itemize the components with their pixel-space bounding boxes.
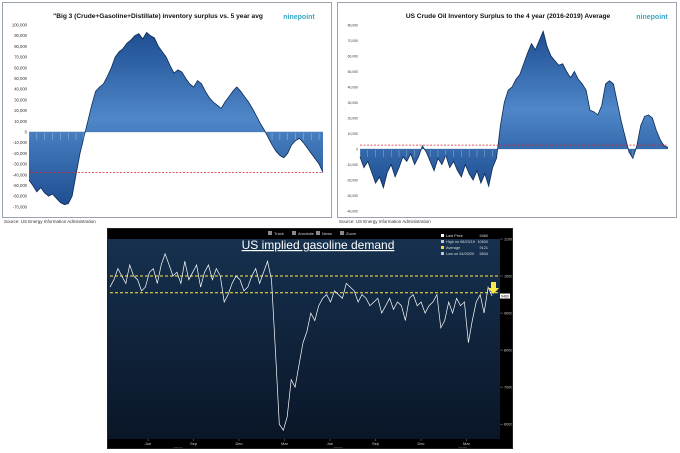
down-arrow-icon (488, 282, 499, 295)
y-tick-label: -40,000 (347, 210, 359, 214)
y-tick-label: 30,000 (348, 101, 358, 105)
y-tick-label: 11000 (504, 238, 512, 242)
y-tick-label: 70,000 (348, 39, 358, 43)
legend: Last Price 9460 High on 08/23/19 10600 Avera… (441, 234, 488, 256)
source-note: Source: US Energy Information Administra… (339, 219, 431, 224)
y-tick-label: 10,000 (348, 132, 358, 136)
surplus-area (360, 31, 668, 188)
y-tick-label: 10,000 (14, 119, 27, 124)
y-tick-label: 60,000 (14, 65, 27, 70)
gasoline-demand-chart: Track Annotate News Zoom US implied gasolin… (108, 231, 515, 451)
legend-value: 10600 (477, 240, 488, 244)
chart-panel-gasoline-demand: Track Annotate News Zoom US implied gasolin… (107, 228, 515, 451)
legend-label: Low on 04/03/20 (446, 252, 474, 256)
surplus-series-line (28, 31, 324, 206)
toolbar-track-button: Track (274, 231, 284, 236)
y-tick-label: 0 (356, 148, 358, 152)
y-tick-label: 50,000 (348, 70, 358, 74)
y-tick-label: -40,000 (13, 172, 28, 177)
chart-panel-big3-surplus: "Big 3 (Crude+Gasoline+Distillate) inven… (2, 2, 332, 218)
y-tick-label: 50,000 (14, 76, 27, 81)
legend-swatch (441, 252, 444, 255)
legend-swatch (441, 246, 444, 249)
y-tick-label: 40,000 (348, 86, 358, 90)
x-year-label: 2021 (459, 446, 469, 448)
y-tick-label: -70,000 (13, 204, 28, 209)
y-tick-label: 70,000 (14, 55, 27, 60)
x-tick-label: Mar (463, 441, 471, 446)
y-tick-label: -30,000 (347, 194, 359, 198)
y-tick-label: 80,000 (14, 44, 27, 49)
x-tick-label: Dec (235, 441, 242, 446)
legend-value: 9460 (480, 234, 488, 238)
legend-swatch (441, 240, 444, 243)
source-note: Source: US Energy Information Administra… (4, 219, 96, 224)
surplus-series-line (359, 29, 669, 190)
chart-title: US Crude Oil Inventory Surplus to the 4 … (406, 13, 611, 20)
legend-value: 9121 (480, 246, 488, 250)
y-tick-label: -30,000 (13, 162, 28, 167)
x-tick-label: Sep (190, 441, 198, 446)
chart-plot-area: 100,000 90,000 80,000 70,000 60,000 50,000 40,… (12, 23, 324, 209)
toolbar-icon (316, 231, 320, 235)
toolbar-icon (292, 231, 296, 235)
x-tick-label: Dec (417, 441, 424, 446)
gasoline-demand-line (109, 252, 493, 432)
y-tick-label: 0 (25, 129, 28, 134)
toolbar-annotate-button: Annotate (298, 231, 315, 236)
y-tick-label: 30,000 (14, 97, 27, 102)
chart-plot-area: 80,000 70,000 60,000 50,000 40,000 30,000 20,0… (347, 24, 669, 214)
x-year-label: 2020 (334, 446, 344, 448)
legend-label: Last Price (446, 234, 463, 238)
y-tick-label: 6000 (504, 423, 512, 427)
y-tick-label: -60,000 (13, 194, 28, 199)
y-tick-label: 10000 (504, 275, 512, 279)
y-tick-label: -10,000 (13, 140, 28, 145)
y-tick-label: 9000 (504, 312, 512, 316)
chart-toolbar[interactable]: Track Annotate News Zoom (268, 231, 357, 236)
y-tick-label: 20,000 (348, 117, 358, 121)
crude-surplus-chart: US Crude Oil Inventory Surplus to the 4 … (347, 13, 669, 214)
y-tick-label: 7000 (504, 386, 512, 390)
x-tick-label: Mar (281, 441, 289, 446)
legend-swatch (441, 234, 444, 237)
toolbar-icon (340, 231, 344, 235)
y-tick-label: 40,000 (14, 87, 27, 92)
last-price-tag-bg (500, 293, 510, 299)
y-tick-label: 8000 (504, 349, 512, 353)
x-tick-label: Sep (372, 441, 380, 446)
y-tick-label: -20,000 (13, 151, 28, 156)
legend-value: 5834 (480, 252, 488, 256)
toolbar-icon (268, 231, 272, 235)
y-tick-label: 90,000 (14, 33, 27, 38)
y-tick-label: -50,000 (13, 183, 28, 188)
x-year-label: 2019 (174, 446, 184, 448)
y-tick-label: -20,000 (347, 179, 359, 183)
toolbar-zoom-button: Zoom (346, 231, 357, 236)
x-tick-label: Jun (327, 441, 333, 446)
y-tick-label: 20,000 (14, 108, 27, 113)
surplus-area (29, 32, 323, 205)
ninepoint-logo: ninepoint (636, 14, 668, 21)
legend-label: High on 08/23/19 (446, 240, 475, 244)
big3-surplus-chart: "Big 3 (Crude+Gasoline+Distillate) inven… (12, 13, 324, 209)
y-tick-label: 100,000 (12, 23, 28, 28)
y-tick-label: 80,000 (348, 24, 358, 28)
x-tick-label: Jun (145, 441, 151, 446)
toolbar-news-button: News (322, 231, 332, 236)
chart-title: "Big 3 (Crude+Gasoline+Distillate) inven… (53, 13, 263, 20)
y-tick-label: -10,000 (347, 163, 359, 167)
legend-label: Average (446, 246, 460, 250)
chart-panel-crude-surplus: US Crude Oil Inventory Surplus to the 4 … (337, 2, 677, 218)
y-tick-label: 60,000 (348, 55, 358, 59)
chart-title: US implied gasoline demand (242, 238, 395, 252)
last-price-tag: 9460 (501, 295, 509, 299)
ninepoint-logo: ninepoint (283, 14, 315, 21)
